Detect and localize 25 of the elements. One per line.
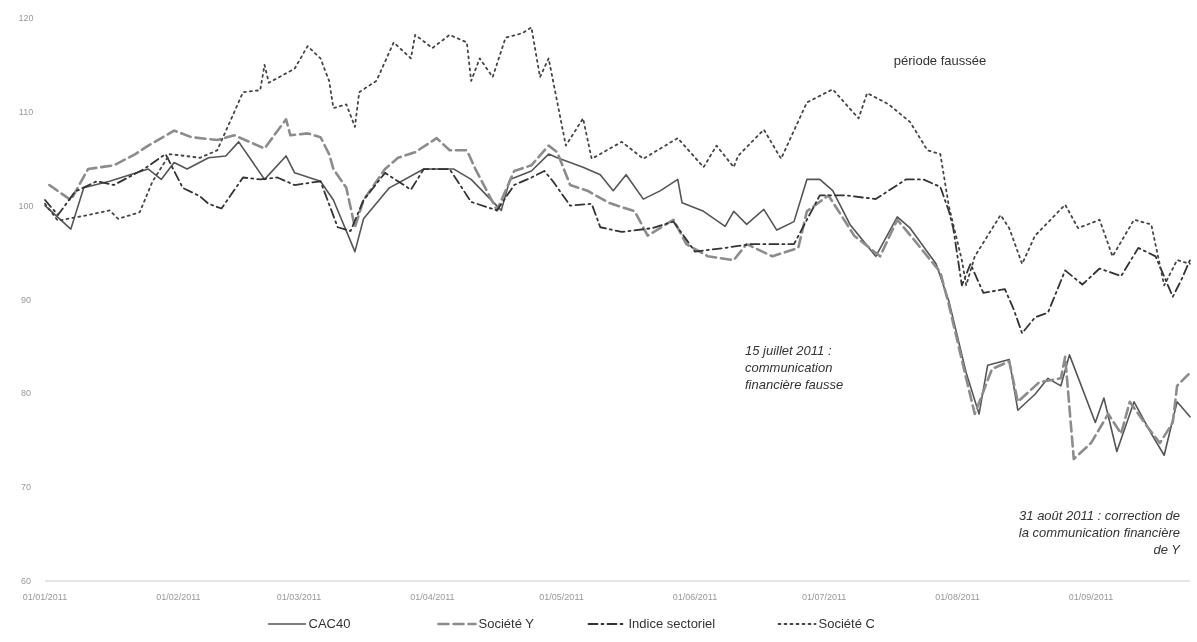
line-series xyxy=(44,153,1191,335)
y-tick-label: 80 xyxy=(20,388,32,399)
y-tick-label: 100 xyxy=(18,200,34,211)
annotation: 31 août 2011 : correction de la communication financière de Y xyxy=(1018,508,1182,557)
x-tick-label: 01/08/2011 xyxy=(935,592,980,602)
y-tick-label: 70 xyxy=(20,482,32,493)
x-tick-label: 01/01/2011 xyxy=(22,592,68,602)
legend-label: CAC40 xyxy=(308,616,351,631)
annotation: période faussée xyxy=(893,53,987,68)
legend-label: Indice sectoriel xyxy=(628,616,716,631)
x-tick-label: 01/03/2011 xyxy=(276,592,322,602)
legend-label: Société Y xyxy=(478,616,535,631)
annotation: 15 juillet 2011 : communication financière fausse xyxy=(745,343,844,392)
x-tick-label: 01/07/2011 xyxy=(801,592,847,602)
x-tick-label: 01/02/2011 xyxy=(156,592,201,602)
x-tick-label: 01/05/2011 xyxy=(539,592,584,602)
y-tick-label: 110 xyxy=(18,106,34,117)
x-tick-label: 01/04/2011 xyxy=(410,592,455,602)
y-tick-label: 90 xyxy=(20,294,32,305)
y-tick-label: 120 xyxy=(18,13,34,24)
y-tick-label: 60 xyxy=(20,576,32,587)
legend-label: Société C xyxy=(818,616,875,631)
line-series xyxy=(44,26,1191,287)
x-tick-label: 01/06/2011 xyxy=(672,592,718,602)
x-tick-label: 01/09/2011 xyxy=(1068,592,1114,602)
